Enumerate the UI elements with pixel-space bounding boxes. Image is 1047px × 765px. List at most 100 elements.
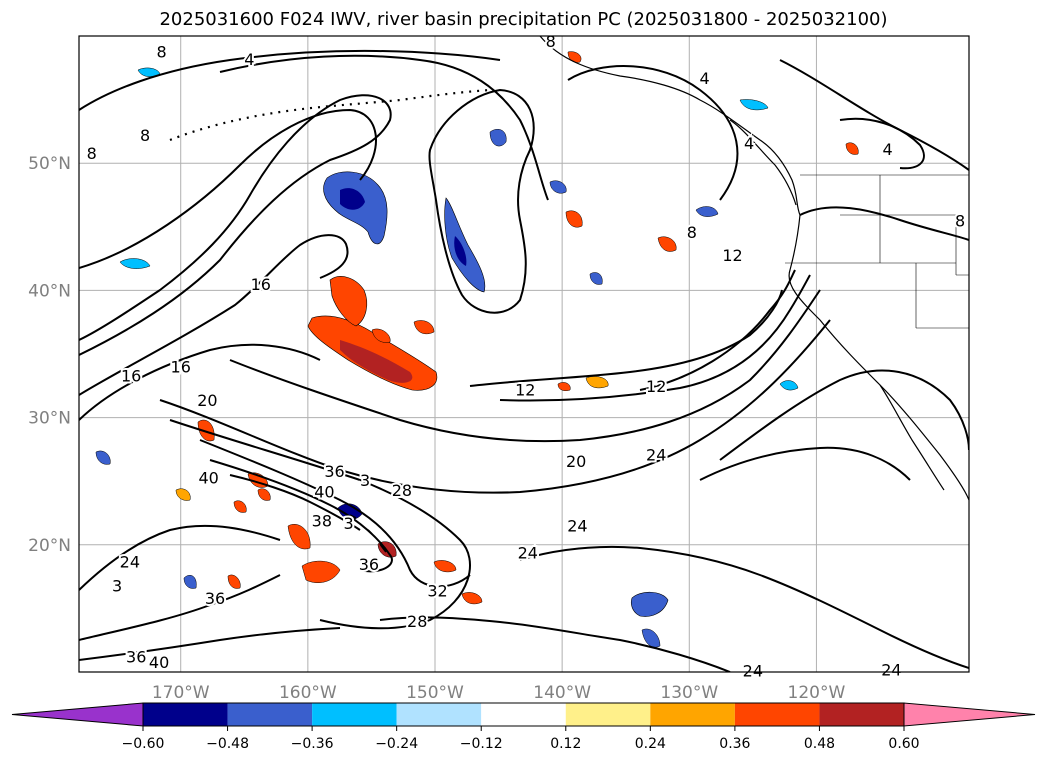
iwv-contour-20-west: [79, 343, 321, 421]
bc-coastline: [729, 119, 797, 206]
pos-blob-ne1: [565, 210, 583, 228]
map-title: 2025031600 F024 IWV, river basin precipi…: [159, 9, 888, 30]
iwv-contour-32: [199, 439, 471, 588]
neg-blob-gulf: [444, 197, 486, 293]
contour-label: 8: [687, 223, 697, 242]
pos-blob-small1: [413, 320, 435, 335]
contour-label: 24: [518, 543, 538, 562]
iwv-contour-16: [79, 234, 349, 396]
contour-label: 12: [515, 381, 535, 400]
iwv-contour-24-band: [159, 319, 831, 494]
pos-blob-s2: [461, 592, 483, 605]
iwv-contour-28-south: [379, 616, 731, 672]
lon-tick-label: 120°W: [788, 683, 846, 703]
contour-label: 20: [197, 391, 217, 410]
colorbar-segment: [650, 703, 735, 726]
neg-blob-s3: [589, 272, 603, 285]
lat-tick-label: 30°N: [28, 409, 71, 429]
pos-blob-w4: [287, 524, 311, 550]
iwv-contour-12-central: [469, 289, 783, 387]
pos-blob-w5: [301, 560, 341, 583]
iwv-contour-24-south: [519, 545, 969, 669]
iwv-contour-28: [169, 419, 471, 630]
lat-tick-label: 50°N: [28, 154, 71, 174]
neg-blob-wa: [695, 206, 719, 217]
iwv-contour-40: [229, 474, 361, 531]
iwv-contour-36-sw: [79, 574, 281, 641]
colorbar-segment: [734, 703, 820, 726]
contour-label: 8: [157, 42, 167, 61]
lon-tick-label: 150°W: [406, 683, 464, 703]
neg-blob-north: [489, 129, 507, 147]
contour-label: 28: [407, 612, 427, 631]
pos-blob-ne4: [845, 142, 859, 155]
lon-tick-label: 170°W: [152, 683, 210, 703]
coastlines: [169, 36, 969, 553]
colorbar-segment: [565, 703, 651, 726]
pos-blob-w7: [227, 574, 241, 589]
map-panel: [79, 36, 969, 672]
contour-label: 36: [205, 589, 225, 608]
pos-blob-mid2: [557, 382, 571, 391]
lat-tick-label: 20°N: [28, 536, 71, 556]
colorbar-extend-high: [903, 702, 1036, 727]
contour-label: 16: [121, 367, 141, 386]
contour-label: 24: [881, 660, 901, 679]
colorbar-segment: [312, 703, 397, 726]
iwv-contour-28-east: [699, 446, 911, 481]
neg-blob-cal: [779, 380, 799, 391]
iwv-contour-8-usa: [799, 206, 969, 241]
hawaii-islands: [349, 514, 387, 553]
contour-label: 24: [120, 552, 140, 571]
baja-coastline: [879, 384, 945, 491]
iwv-contour-12-east: [639, 269, 796, 391]
iwv-contour-4-north: [219, 54, 549, 201]
colorbar-segment: [819, 703, 904, 726]
longitude-labels: 170°W 160°W 150°W 140°W 130°W 120°W: [152, 683, 846, 703]
pos-blob-main-core: [340, 340, 413, 383]
contour-label: 36: [324, 462, 344, 481]
contour-label: 4: [699, 69, 709, 88]
iwv-contour-20-band: [229, 289, 821, 443]
neg-blob-se1: [630, 591, 669, 617]
pos-blob-w8: [175, 488, 191, 501]
iwv-contour-36: [209, 459, 393, 573]
neg-blob-s2: [95, 450, 111, 465]
lon-tick-label: 160°W: [279, 683, 337, 703]
contour-label: 3: [343, 514, 353, 533]
contour-label: 40: [314, 482, 334, 501]
neg-blob-bc: [739, 99, 769, 111]
pos-blob-small2: [371, 328, 391, 343]
colorbar-tick-label: 0.36: [719, 736, 750, 752]
iwv-contour-8-aleutian: [79, 108, 377, 269]
pos-blob-s1: [433, 560, 457, 573]
colorbar-tick-label: −0.36: [291, 736, 334, 752]
contour-label: 28: [392, 481, 412, 500]
alaska-coastline: [539, 36, 801, 216]
contour-label: 8: [140, 126, 150, 145]
lon-tick-label: 130°W: [660, 683, 718, 703]
colorbar-extend-low: [11, 702, 144, 727]
contour-label: 8: [546, 32, 556, 51]
pos-blob-w1: [197, 419, 215, 442]
contour-label: 20: [566, 452, 586, 471]
contour-label: 8: [87, 144, 97, 163]
colorbar-tick-label: −0.48: [206, 736, 249, 752]
colorbar-segment: [396, 703, 482, 726]
contour-label: 12: [646, 377, 666, 396]
colorbar-tick-label: 0.12: [550, 736, 581, 752]
iwv-contour-8-gulf: [428, 88, 535, 314]
contour-label: 38: [312, 512, 332, 531]
iwv-contour-8-nw: [79, 49, 501, 111]
neg-blob-se2: [641, 628, 661, 648]
contour-label: 40: [199, 468, 219, 487]
colorbar-segment: [481, 703, 566, 726]
contour-label: 24: [567, 517, 587, 536]
pos-blob-mid1: [585, 376, 609, 389]
contour-label: 36: [359, 555, 379, 574]
pos-blob-ne2: [657, 236, 677, 252]
iwv-contours: [79, 49, 969, 672]
colorbar-tick-label: −0.60: [122, 736, 165, 752]
